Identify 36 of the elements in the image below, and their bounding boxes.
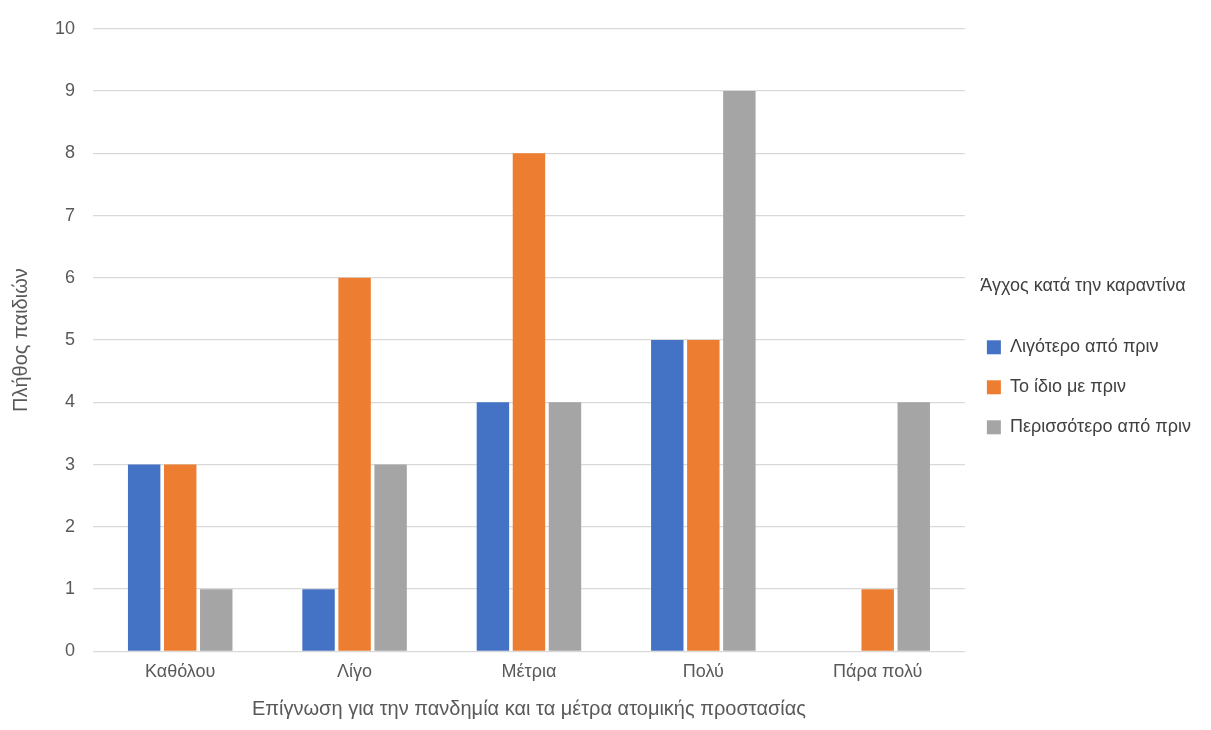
bar — [163, 464, 197, 651]
y-axis-title: Πλήθος παιδιών — [8, 268, 31, 412]
bar — [200, 589, 233, 651]
bar — [127, 464, 161, 651]
y-tick-label: 0 — [65, 640, 76, 661]
y-tick-label: 6 — [65, 266, 76, 287]
y-tick-label: 3 — [65, 453, 76, 474]
x-tick-label: Πολύ — [682, 661, 724, 682]
y-tick-label: 9 — [65, 80, 76, 101]
bar — [476, 402, 510, 651]
y-tick-label: 8 — [65, 142, 76, 163]
x-tick-label: Πάρα πολύ — [833, 661, 923, 682]
bar — [374, 464, 407, 651]
y-tick-label: 1 — [65, 578, 76, 599]
bar — [897, 402, 930, 651]
bar — [687, 340, 720, 651]
bar — [548, 402, 582, 651]
bar — [512, 153, 546, 651]
bar — [338, 277, 371, 651]
bar — [723, 91, 756, 651]
x-tick-label: Καθόλου — [144, 661, 216, 682]
y-tick-label: 7 — [65, 204, 76, 225]
bar — [651, 340, 684, 651]
legend-label: Το ίδιο με πριν — [1009, 376, 1127, 397]
bar — [302, 589, 335, 651]
y-tick-label: 4 — [65, 391, 76, 412]
y-tick-label: 10 — [54, 17, 76, 38]
y-tick-label: 5 — [65, 329, 76, 350]
legend-label: Λιγότερο από πριν — [1009, 336, 1159, 357]
legend-label: Περισσότερο από πριν — [1009, 416, 1192, 437]
legend-title: Άγχος κατά την καραντίνα — [980, 274, 1186, 295]
bar — [861, 589, 894, 651]
x-tick-label: Λίγο — [337, 661, 373, 682]
x-axis-title: Επίγνωση για την πανδημία και τα μέτρα ατομικής προστασίας — [251, 696, 807, 719]
x-tick-label: Μέτρια — [501, 661, 557, 682]
y-tick-label: 2 — [65, 515, 76, 536]
